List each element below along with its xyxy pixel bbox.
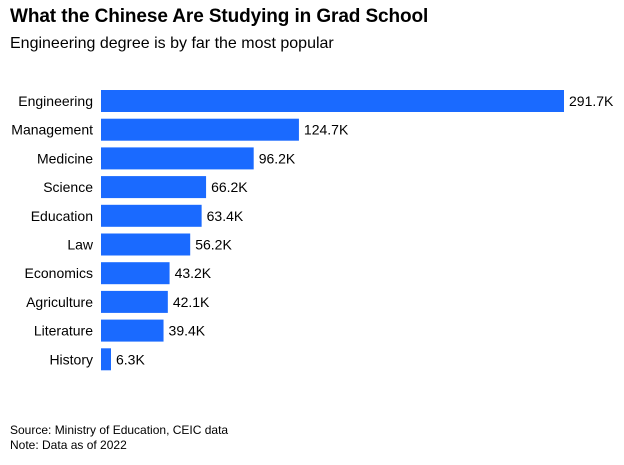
bar-education (101, 204, 202, 227)
value-label-economics: 43.2K (175, 265, 212, 281)
bar-history (101, 348, 111, 371)
category-label-economics: Economics (25, 265, 93, 281)
value-label-literature: 39.4K (169, 323, 206, 339)
bar-economics (101, 262, 170, 285)
data-note: Note: Data as of 2022 (10, 438, 127, 452)
bar-science (101, 176, 207, 199)
value-label-management: 124.7K (304, 122, 349, 138)
value-label-education: 63.4K (207, 208, 244, 224)
category-label-law: Law (67, 237, 94, 253)
value-label-history: 6.3K (116, 351, 145, 367)
category-label-engineering: Engineering (18, 93, 93, 109)
bar-engineering (101, 90, 564, 112)
bar-management (101, 118, 299, 141)
category-label-science: Science (43, 179, 93, 195)
value-label-engineering: 291.7K (569, 93, 614, 109)
category-label-history: History (49, 351, 93, 367)
category-label-agriculture: Agriculture (26, 294, 93, 310)
chart-title: What the Chinese Are Studying in Grad Sc… (10, 6, 429, 27)
bar-chart: Engineering 291.7K Management 124.7K Medicin… (11, 90, 614, 371)
value-label-law: 56.2K (195, 237, 232, 253)
source-note: Source: Ministry of Education, CEIC data (10, 423, 229, 437)
bar-medicine (101, 147, 254, 170)
category-label-management: Management (11, 122, 93, 138)
bar-literature (101, 319, 164, 342)
value-label-agriculture: 42.1K (173, 294, 210, 310)
category-label-medicine: Medicine (37, 150, 93, 166)
chart-subtitle: Engineering degree is by far the most po… (10, 35, 334, 52)
bar-agriculture (101, 290, 168, 313)
value-label-medicine: 96.2K (259, 150, 296, 166)
bar-law (101, 233, 191, 256)
value-label-science: 66.2K (211, 179, 248, 195)
category-label-literature: Literature (34, 323, 93, 339)
category-label-education: Education (31, 208, 93, 224)
